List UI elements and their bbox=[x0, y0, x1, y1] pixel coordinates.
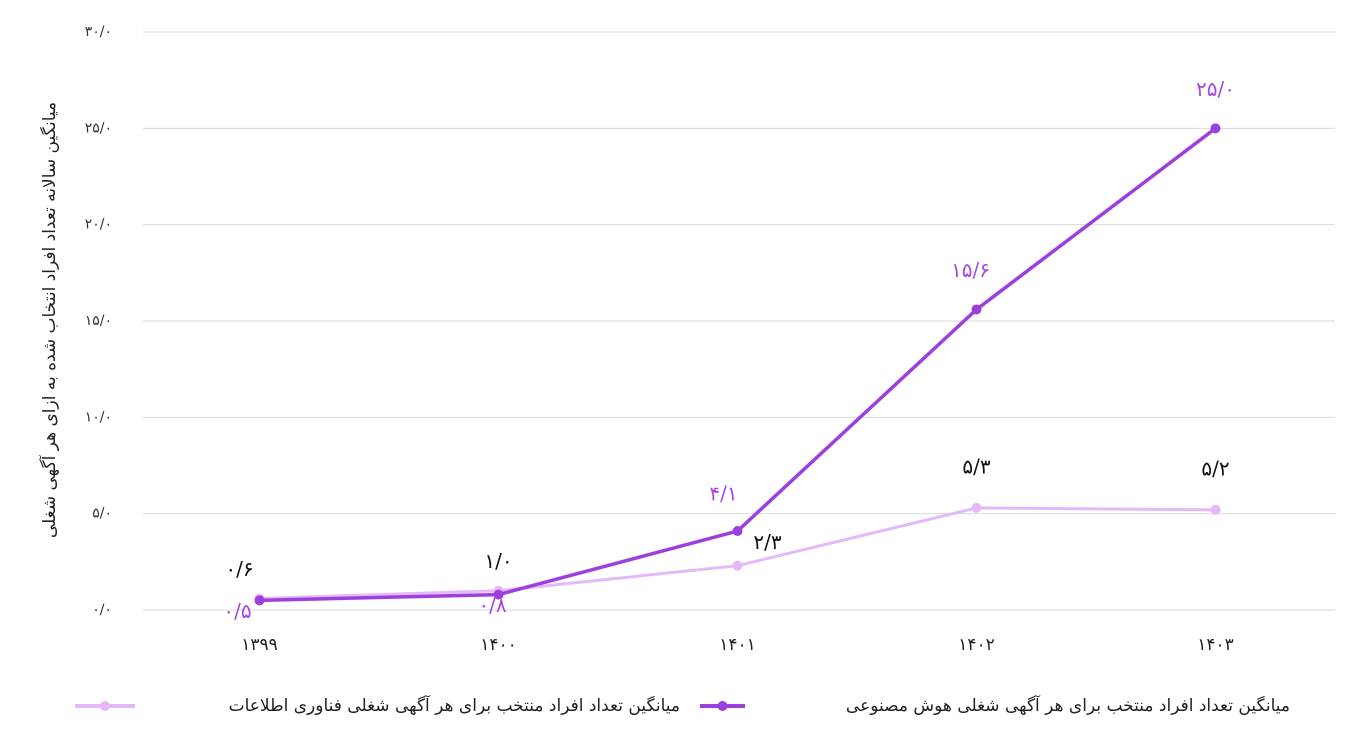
legend-label: میانگین تعداد افراد منتخب برای هر آگهی ش… bbox=[846, 694, 1290, 716]
legend-label: میانگین تعداد افراد منتخب برای هر آگهی ش… bbox=[229, 694, 680, 716]
y-tick-label: ۱۵/۰ bbox=[85, 313, 112, 329]
legend-marker bbox=[717, 701, 728, 711]
series-line bbox=[259, 506, 1216, 600]
data-label: ۱۵/۶ bbox=[951, 258, 990, 282]
x-tick-label: ۱۳۹۹ bbox=[241, 635, 278, 655]
data-point bbox=[1210, 123, 1221, 134]
data-point bbox=[254, 595, 265, 606]
data-label: ۰/۶ bbox=[225, 557, 253, 581]
y-tick-label: ۱۰/۰ bbox=[85, 409, 112, 425]
y-tick-label: ۰/۰ bbox=[92, 602, 112, 618]
data-label: ۴/۱ bbox=[709, 482, 737, 506]
y-tick-label: ۵/۰ bbox=[92, 506, 112, 522]
data-point bbox=[493, 589, 504, 600]
x-tick-label: ۱۴۰۲ bbox=[958, 635, 995, 655]
x-tick-label: ۱۴۰۱ bbox=[719, 635, 756, 655]
data-label: ۵/۳ bbox=[962, 454, 990, 478]
data-point bbox=[732, 560, 743, 571]
y-tick-label: ۳۰/۰ bbox=[85, 24, 112, 40]
data-label: ۲۵/۰ bbox=[1196, 77, 1235, 101]
data-label: ۰/۸ bbox=[478, 593, 506, 617]
legend-marker bbox=[100, 701, 110, 711]
x-tick-label: ۱۴۰۳ bbox=[1197, 635, 1234, 655]
data-label: ۱/۰ bbox=[484, 549, 512, 573]
data-label: ۵/۲ bbox=[1201, 456, 1229, 480]
data-point bbox=[971, 304, 982, 315]
y-axis-label: میانگین سالانه تعداد افراد انتخاب شده به… bbox=[38, 102, 60, 538]
data-point bbox=[732, 526, 743, 537]
y-tick-label: ۲۵/۰ bbox=[85, 120, 112, 136]
x-tick-label: ۱۴۰۰ bbox=[480, 635, 517, 655]
data-label: ۲/۳ bbox=[753, 530, 781, 554]
data-point bbox=[971, 502, 982, 513]
y-tick-label: ۲۰/۰ bbox=[85, 217, 112, 233]
data-label: ۰/۵ bbox=[223, 599, 251, 623]
data-point bbox=[1210, 504, 1221, 515]
